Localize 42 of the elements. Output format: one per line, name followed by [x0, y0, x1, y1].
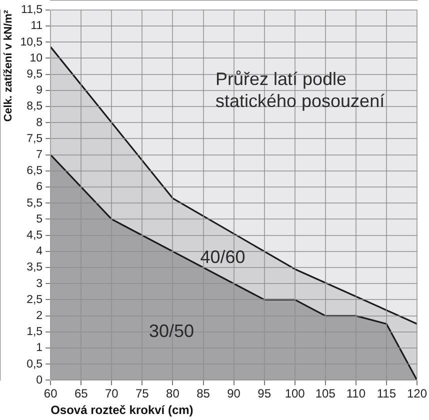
- y-tick-label: 1: [36, 342, 43, 354]
- x-axis-title: Osová rozteč krokví (cm): [50, 403, 194, 418]
- y-tick-label: 5: [36, 213, 43, 226]
- y-tick-label: 3,5: [26, 262, 43, 274]
- x-tick-label: 85: [196, 386, 210, 401]
- y-tick-label: 3: [36, 278, 43, 290]
- y-axis-title: Celk. zatížení v kN/m²: [2, 10, 15, 122]
- x-tick-label: 80: [166, 386, 180, 401]
- y-tick-label: 4,5: [26, 229, 43, 242]
- x-tick-label: 105: [315, 386, 336, 401]
- y-tick-label: 6: [36, 181, 43, 194]
- y-tick-label: 8,5: [26, 100, 43, 113]
- x-tick-label: 110: [346, 386, 366, 401]
- y-tick-label: 5,5: [26, 197, 43, 210]
- y-tick-label: 0,5: [26, 358, 43, 370]
- x-tick-label: 65: [74, 386, 88, 401]
- y-tick-label: 6,5: [26, 165, 43, 178]
- y-tick-label: 10: [30, 52, 43, 64]
- y-tick-label: 4: [36, 246, 44, 258]
- y-tick-label: 11,5: [21, 4, 43, 16]
- y-tick-label: 10,5: [20, 36, 43, 48]
- y-tick-label: 9: [36, 84, 43, 97]
- series-label: 30/50: [148, 321, 194, 342]
- series-label: 40/60: [200, 246, 246, 267]
- y-tick-label: 7,5: [26, 132, 43, 145]
- y-tick-label: 7: [36, 148, 43, 161]
- x-tick-label: 100: [284, 386, 306, 401]
- x-tick-label: 60: [44, 386, 58, 401]
- y-tick-label: 11: [30, 20, 43, 32]
- y-tick-label: 2: [36, 310, 43, 322]
- x-tick-label: 90: [227, 386, 241, 401]
- x-tick-label: 70: [104, 386, 119, 401]
- x-tick-label: 120: [406, 386, 428, 401]
- x-tick-label: 95: [258, 386, 272, 401]
- x-tick-label: 75: [136, 386, 150, 401]
- y-tick-label: 1,5: [26, 326, 43, 338]
- y-tick-label: 2,5: [26, 294, 43, 306]
- annotation: Průřez latí podle statického posouzení: [215, 69, 385, 112]
- x-tick-label: 115: [376, 386, 396, 401]
- y-tick-label: 8: [36, 116, 43, 129]
- y-tick-label: 9,5: [26, 68, 43, 80]
- y-tick-label: 0: [36, 374, 43, 386]
